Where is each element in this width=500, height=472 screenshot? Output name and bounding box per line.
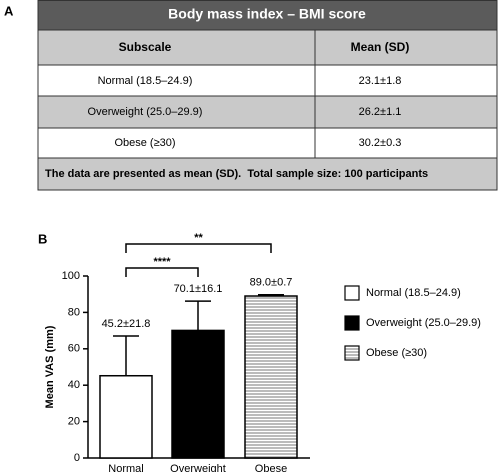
y-tick-label: 20 <box>68 416 80 428</box>
y-tick-label: 40 <box>68 379 80 391</box>
table-header: Subscale <box>119 40 172 54</box>
x-tick-label: Obese <box>255 463 287 472</box>
table-header: Mean (SD) <box>351 40 410 54</box>
table-title-bg <box>38 0 497 30</box>
value-label: 45.2±21.8 <box>102 318 151 330</box>
value-label: 70.1±16.1 <box>174 283 223 295</box>
legend-swatch <box>344 315 360 331</box>
y-tick-label: 60 <box>68 343 80 355</box>
y-tick-label: 0 <box>74 452 80 464</box>
x-tick-label: Normal <box>108 463 143 472</box>
legend-label: Obese (≥30) <box>366 347 427 359</box>
y-tick-label: 100 <box>62 270 80 282</box>
table-footer-bg <box>38 158 497 190</box>
table-cell: Overweight (25.0–29.9) <box>88 106 203 118</box>
significance-bracket <box>125 267 199 277</box>
table-cell: 26.2±1.1 <box>359 106 402 118</box>
significance-label: **** <box>153 256 171 268</box>
table-row-bg <box>38 96 497 128</box>
table-borders <box>37 0 498 191</box>
table-row-bg <box>38 65 497 96</box>
significance-label: ** <box>194 232 203 244</box>
significance-bracket <box>125 243 272 253</box>
table-cell: 23.1±1.8 <box>359 75 402 87</box>
table-title: Body mass index – BMI score <box>168 6 366 22</box>
bar <box>244 295 298 459</box>
legend-swatch <box>344 345 360 361</box>
table-cell: 30.2±0.3 <box>359 137 402 149</box>
legend-label: Normal (18.5–24.9) <box>366 287 461 299</box>
y-axis-label: Mean VAS (mm) <box>44 325 56 408</box>
table-row-bg <box>38 128 497 158</box>
legend-label: Overweight (25.0–29.9) <box>366 317 481 329</box>
table-footer: The data are presented as mean (SD). Tot… <box>45 168 428 180</box>
table-header-bg <box>38 30 497 65</box>
legend-swatch <box>344 285 360 301</box>
bar <box>171 329 225 459</box>
table-cell: Normal (18.5–24.9) <box>98 75 193 87</box>
y-tick-label: 80 <box>68 306 80 318</box>
table-cell: Obese (≥30) <box>114 137 175 149</box>
bar <box>99 374 153 459</box>
x-tick-label: Overweight <box>170 463 226 472</box>
panel-label: B <box>38 231 47 246</box>
panel-label: A <box>4 3 14 18</box>
value-label: 89.0±0.7 <box>250 277 293 289</box>
